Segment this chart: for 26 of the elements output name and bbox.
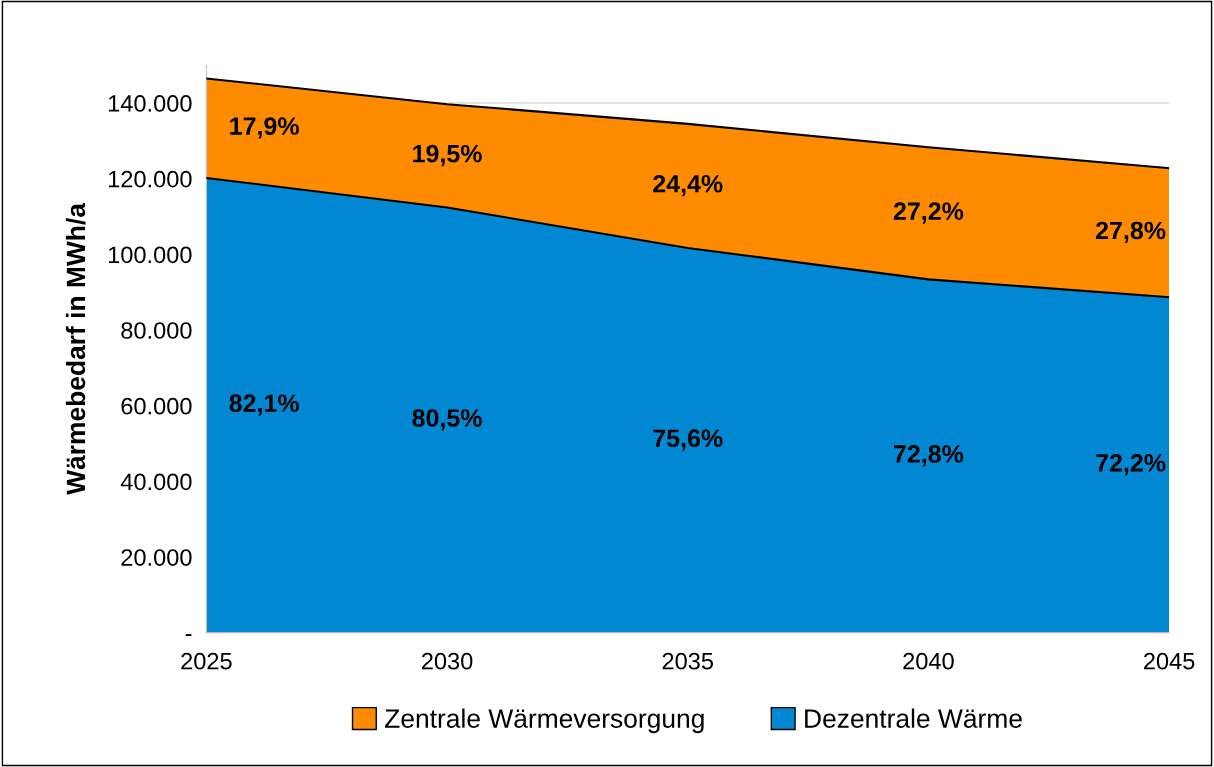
annotation: 72,8% — [894, 445, 964, 467]
annotation: 17,9% — [230, 117, 299, 139]
x-tick-label: 2040 — [903, 652, 954, 670]
annotation: 72,2% — [1096, 453, 1166, 476]
annotation: 27,8% — [1096, 221, 1166, 243]
legend-label: Dezentrale Wärme — [805, 708, 1022, 728]
y-tick-label: 20.000 — [121, 549, 192, 566]
y-axis-title: Wärmebedarf in MWh/a — [65, 202, 86, 495]
annotation: 27,2% — [893, 202, 964, 224]
y-tick-label: 120.000 — [108, 170, 192, 188]
y-tick-label: 100.000 — [108, 246, 192, 264]
y-tick-label: 140.000 — [108, 95, 192, 112]
y-tick-label: - — [185, 634, 192, 636]
x-tick-label: 2035 — [662, 652, 714, 670]
annotation: 19,5% — [413, 144, 482, 167]
y-tick-label: 40.000 — [120, 473, 192, 491]
y-tick-label: 60.000 — [121, 397, 192, 415]
annotation: 82,1% — [229, 394, 299, 416]
annotation: 75,6% — [653, 429, 723, 451]
x-tick-label: 2030 — [421, 652, 473, 670]
x-tick-label: 2045 — [1144, 652, 1195, 670]
annotation: 24,4% — [653, 174, 723, 197]
annotation: 80,5% — [412, 409, 482, 431]
legend-label: Zentrale Wärmeversorgung — [385, 708, 704, 734]
x-tick-label: 2025 — [181, 652, 232, 670]
y-tick-label: 80.000 — [121, 322, 192, 339]
